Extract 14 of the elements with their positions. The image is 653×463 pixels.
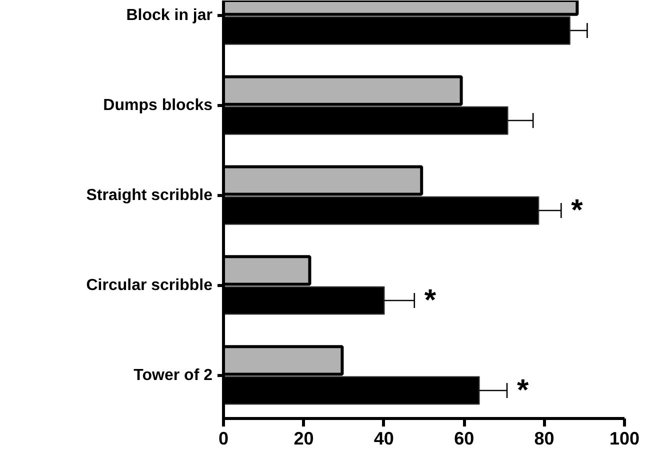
annotation: *: [424, 284, 436, 317]
annotation: *: [517, 374, 530, 407]
y-tick-label: Circular scribble: [86, 276, 213, 294]
y-tick-label: Tower of 2: [134, 366, 213, 384]
x-tick-label: 20: [294, 428, 314, 448]
x-tick-label: 100: [609, 428, 640, 448]
x-tick-label: 60: [454, 428, 474, 448]
x-tick-label: 40: [374, 428, 394, 448]
x-tick-label: 80: [534, 428, 554, 448]
y-tick-label: Block in jar: [126, 7, 212, 24]
y-tick-label: Straight scribble: [86, 187, 213, 204]
y-tick-label: Dumps blocks: [103, 97, 213, 114]
annotation: *: [571, 194, 584, 228]
x-tick-label: 0: [218, 428, 229, 448]
